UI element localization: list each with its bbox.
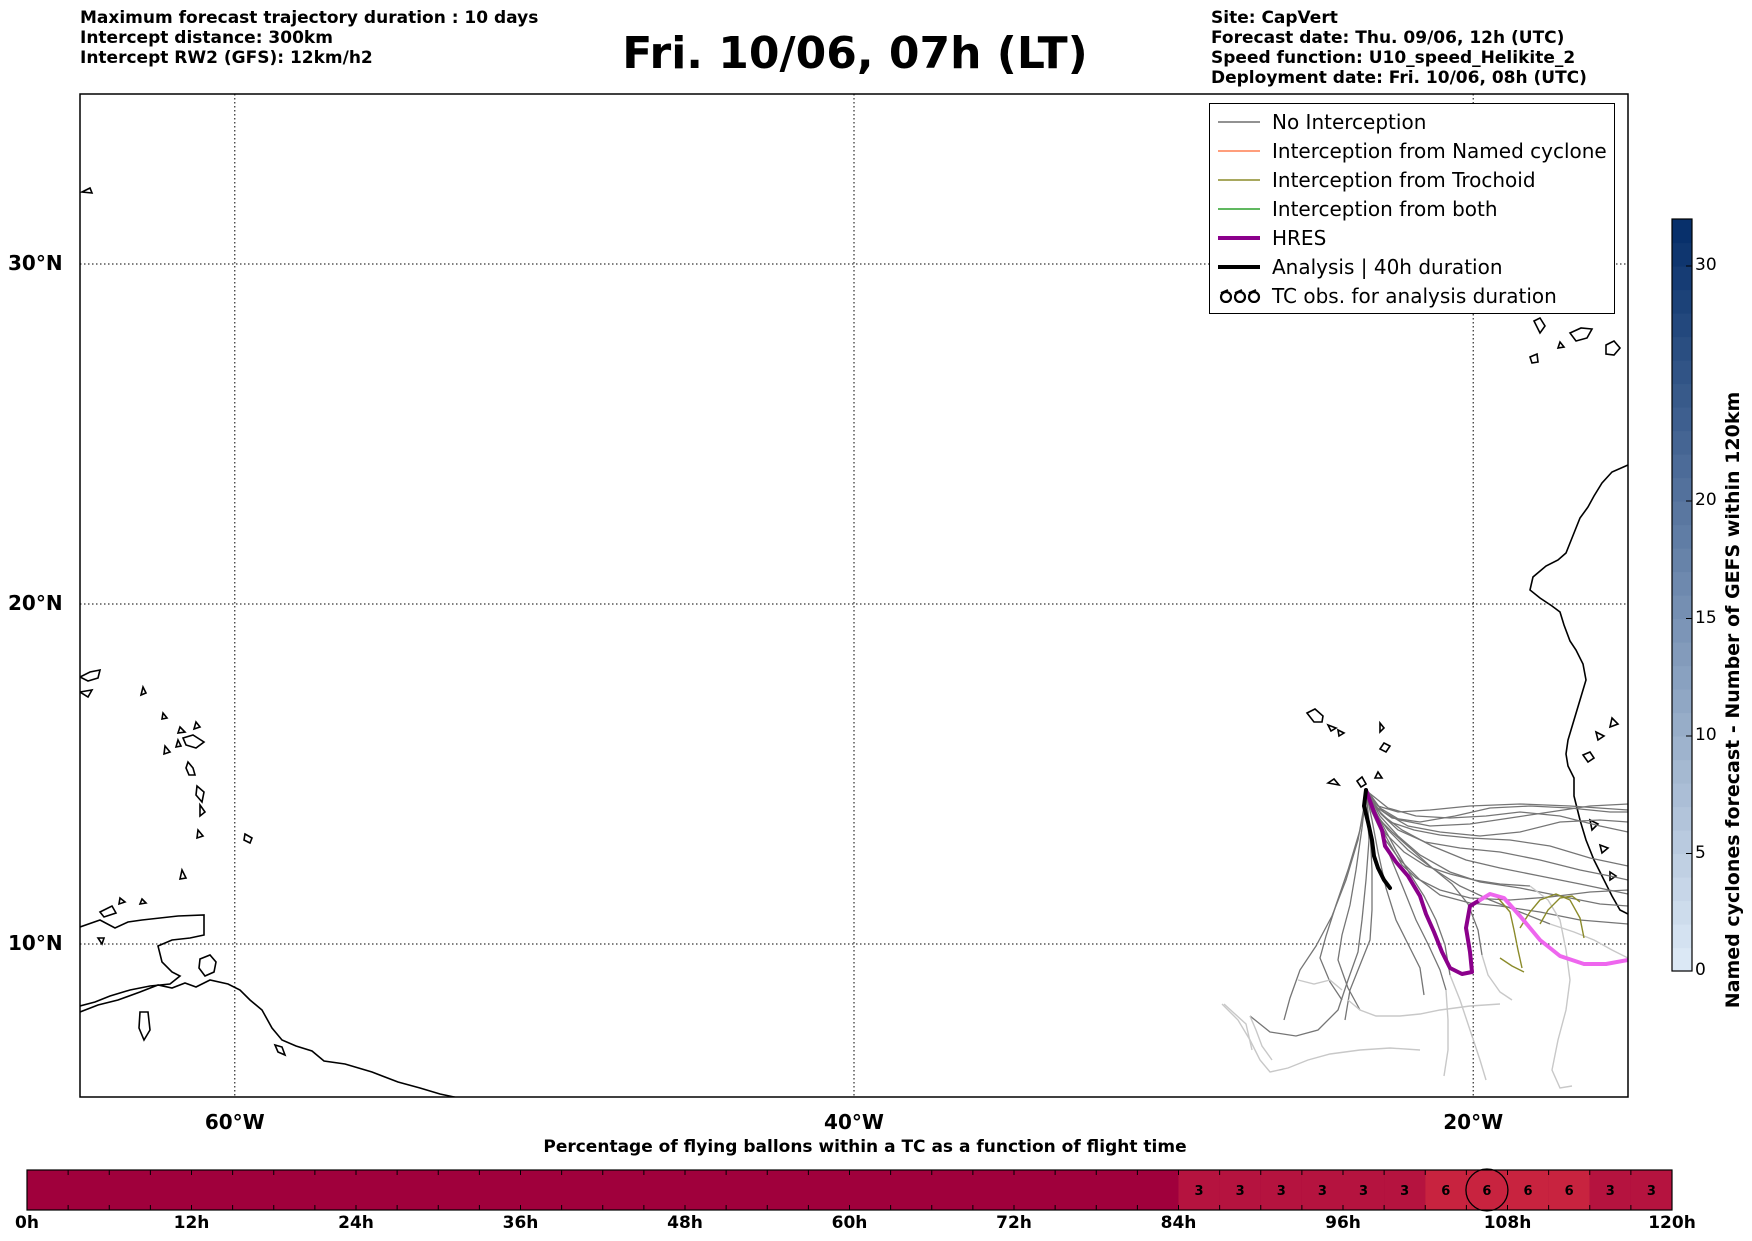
timebar-cell-value: 3 [1400, 1184, 1409, 1199]
timebar-cell [1219, 1170, 1261, 1210]
header-info-right: Site: CapVert Forecast date: Thu. 09/06,… [1211, 8, 1587, 88]
timebar-cell [1260, 1170, 1302, 1210]
legend-item: No Interception [1210, 107, 1614, 136]
page-title: Fri. 10/06, 07h (LT) [622, 28, 1088, 79]
colorbar-tick-label: 30 [1695, 255, 1717, 275]
timebar-cell-value: 3 [1236, 1184, 1245, 1199]
header-speed-function: Speed function: U10_speed_Helikite_2 [1211, 48, 1576, 68]
legend-item: Interception from Trochoid [1210, 165, 1614, 194]
legend-item: HRES [1210, 223, 1614, 252]
colorbar-tick-label: 5 [1695, 842, 1706, 863]
map-gridlines [80, 94, 1628, 1097]
trajectories-faded [1221, 885, 1628, 1089]
trajectories-no-interception [1249, 789, 1628, 1037]
timebar-cell [1630, 1170, 1672, 1210]
timebar-cell [1384, 1170, 1426, 1210]
legend-label: Interception from both [1272, 197, 1498, 221]
timebar-title: Percentage of flying ballons within a TC… [543, 1137, 1187, 1157]
timebar-cell-value: 3 [1359, 1184, 1368, 1199]
timebar-cell-value: 6 [1524, 1184, 1533, 1199]
timebar-cell [1178, 1170, 1220, 1210]
header-forecast-date: Forecast date: Thu. 09/06, 12h (UTC) [1211, 28, 1565, 48]
header-deployment-date: Deployment date: Fri. 10/06, 08h (UTC) [1211, 68, 1587, 88]
legend-label: Analysis | 40h duration [1272, 255, 1503, 279]
timebar-cell [1343, 1170, 1385, 1210]
colorbar-tick-label: 10 [1695, 725, 1717, 745]
header-duration: Maximum forecast trajectory duration : 1… [80, 8, 539, 28]
lon-tick-label: 20°W [1443, 1110, 1504, 1134]
map-legend: No Interception Interception from Named c… [1209, 103, 1615, 314]
timebar-tick-label: 108h [1483, 1213, 1532, 1233]
header-intercept-rw2: Intercept RW2 (GFS): 12km/h2 [80, 48, 373, 68]
header-site: Site: CapVert [1211, 8, 1338, 28]
timebar-cell-value: 3 [1606, 1184, 1615, 1199]
lon-tick-label: 60°W [204, 1110, 265, 1134]
legend-label: TC obs. for analysis duration [1272, 284, 1557, 308]
trajectories-trochoid [1497, 893, 1585, 973]
header-intercept-distance: Intercept distance: 300km [80, 28, 333, 48]
timebar-tick-label: 0h [15, 1213, 39, 1233]
coast-trinidad [198, 954, 217, 977]
colorbar-gradient [1672, 219, 1692, 972]
hres-trajectory [1364, 788, 1628, 976]
timebar-tick-label: 60h [831, 1213, 868, 1233]
coast-africa [1529, 464, 1628, 915]
timebar-cell [1589, 1170, 1631, 1210]
timebar-tick-label: 72h [996, 1213, 1032, 1233]
timebar-cell-value: 3 [1195, 1184, 1204, 1199]
timebar-highlight [1465, 1168, 1509, 1212]
legend-label: Interception from Trochoid [1272, 168, 1536, 192]
timebar-cell-value: 6 [1441, 1184, 1450, 1199]
coast-canary-islands [1532, 316, 1546, 335]
timebar-cell [1425, 1170, 1467, 1210]
lon-tick-label: 40°W [824, 1110, 884, 1134]
legend-item: Analysis | 40h duration [1210, 252, 1614, 281]
legend-symbol [1218, 208, 1260, 210]
timebar-tick-label: 96h [1325, 1213, 1361, 1233]
timebar-tick-label: 24h [338, 1213, 374, 1233]
legend-symbol [1218, 265, 1260, 269]
legend-label: No Interception [1272, 110, 1427, 134]
map-frame [79, 93, 1629, 1098]
timebar-cell-value: 3 [1647, 1184, 1656, 1199]
timebar-cell [1507, 1170, 1549, 1210]
legend-label: HRES [1272, 226, 1327, 250]
timebar-cell [1301, 1170, 1343, 1210]
colorbar-tick-label: 15 [1695, 607, 1717, 628]
timebar-tick-label: 120h [1648, 1213, 1696, 1233]
legend-symbol [1218, 121, 1260, 123]
timebar-cell [1466, 1170, 1508, 1210]
timebar-cell-value: 6 [1565, 1184, 1574, 1199]
legend-item: Interception from both [1210, 194, 1614, 223]
lat-tick-label: 30°N [8, 251, 63, 275]
coast-cape-verde [1305, 708, 1324, 723]
legend-symbol [1218, 236, 1260, 240]
legend-symbol [1218, 150, 1260, 152]
timebar-cell-value: 3 [1277, 1184, 1286, 1199]
timebar-tick-label: 36h [502, 1213, 539, 1233]
legend-item: Interception from Named cyclone [1210, 136, 1614, 165]
coastlines [80, 186, 1628, 1097]
colorbar-tickmarks [1686, 265, 1692, 972]
colorbar-tick-label: 0 [1695, 960, 1706, 980]
timebar-cell-value: 3 [1318, 1184, 1327, 1199]
timebar-cell-value: 6 [1482, 1184, 1491, 1199]
timebar-tick-label: 84h [1160, 1213, 1197, 1233]
legend-symbol [1218, 179, 1260, 181]
header-info-left: Maximum forecast trajectory duration : 1… [80, 8, 538, 68]
lat-tick-label: 10°N [8, 931, 63, 955]
legend-label: Interception from Named cyclone [1272, 139, 1607, 163]
legend-symbol [1219, 289, 1261, 303]
lat-tick-label: 20°N [8, 591, 63, 615]
timebar-cell [1548, 1170, 1590, 1210]
colorbar-tick-label: 20 [1695, 490, 1717, 510]
legend-item: TC obs. for analysis duration [1210, 281, 1614, 310]
timebar-tick-label: 12h [173, 1213, 210, 1233]
timebar-tick-label: 48h [667, 1213, 703, 1233]
analysis-trajectory [1361, 788, 1392, 890]
